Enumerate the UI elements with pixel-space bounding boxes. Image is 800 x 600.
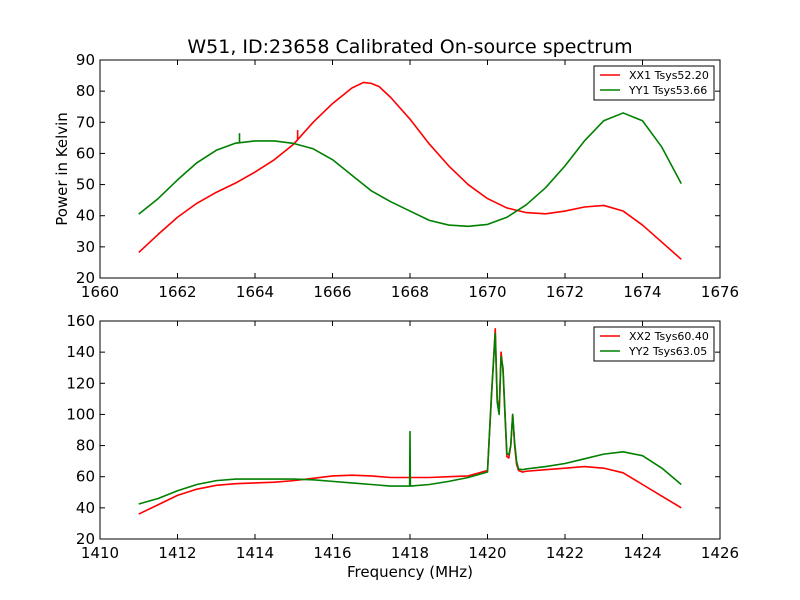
y-tick-label: 90 bbox=[76, 51, 95, 69]
x-tick-label: 1416 bbox=[313, 544, 351, 562]
x-tick-label: 1664 bbox=[236, 283, 274, 301]
x-tick-label: 1668 bbox=[391, 283, 429, 301]
y-tick-label: 20 bbox=[76, 269, 95, 287]
x-tick-label: 1418 bbox=[391, 544, 429, 562]
x-tick-label: 1676 bbox=[701, 283, 739, 301]
y-tick-label: 20 bbox=[76, 530, 95, 548]
chart-title: W51, ID:23658 Calibrated On-source spect… bbox=[187, 36, 632, 58]
series-line-yy2 bbox=[138, 332, 682, 505]
x-tick-label: 1426 bbox=[701, 544, 739, 562]
x-tick-label: 1670 bbox=[468, 283, 506, 301]
y-tick-label: 50 bbox=[76, 176, 95, 194]
plot-bottom: Frequency (MHz) 1410 1412 1414 1416 1418 1420… bbox=[66, 312, 739, 581]
legend-label: YY2 Tsys63.05 bbox=[628, 345, 707, 358]
y-tick-label: 160 bbox=[66, 312, 95, 330]
y-tick-label: 40 bbox=[76, 207, 95, 225]
y-axis-label: Power in Kelvin bbox=[53, 112, 71, 226]
x-tick-label: 1662 bbox=[158, 283, 196, 301]
x-tick-label: 1666 bbox=[313, 283, 351, 301]
x-tick-label: 1412 bbox=[158, 544, 196, 562]
x-tick-label: 1674 bbox=[623, 283, 661, 301]
series-line-yy1 bbox=[138, 112, 682, 228]
legend-label: XX2 Tsys60.40 bbox=[629, 330, 709, 343]
x-tick-label: 1420 bbox=[468, 544, 506, 562]
y-tick-label: 30 bbox=[76, 238, 95, 256]
y-tick-label: 40 bbox=[76, 499, 95, 517]
y-tick-label: 80 bbox=[76, 82, 95, 100]
series-line-xx1 bbox=[138, 81, 682, 260]
x-tick-label: 1672 bbox=[546, 283, 584, 301]
x-tick-label: 1414 bbox=[236, 544, 274, 562]
y-tick-label: 100 bbox=[66, 405, 95, 423]
x-axis-label: Frequency (MHz) bbox=[347, 563, 473, 581]
x-tick-label: 1660 bbox=[81, 283, 119, 301]
y-tick-label: 60 bbox=[76, 144, 95, 162]
legend-box bbox=[593, 326, 715, 362]
x-tick-label: 1410 bbox=[81, 544, 119, 562]
y-tick-label: 70 bbox=[76, 113, 95, 131]
x-tick-label: 1424 bbox=[623, 544, 661, 562]
y-tick-label: 60 bbox=[76, 468, 95, 486]
x-tick-label: 1422 bbox=[546, 544, 584, 562]
legend-box bbox=[593, 65, 715, 101]
legend-bottom: XX2 Tsys60.40 YY2 Tsys63.05 bbox=[593, 326, 715, 362]
y-tick-label: 120 bbox=[66, 374, 95, 392]
legend-label: XX1 Tsys52.20 bbox=[629, 69, 709, 82]
legend-top: XX1 Tsys52.20 YY1 Tsys53.66 bbox=[593, 65, 715, 101]
legend-label: YY1 Tsys53.66 bbox=[628, 84, 707, 97]
y-tick-label: 80 bbox=[76, 437, 95, 455]
plot-top: W51, ID:23658 Calibrated On-source spect… bbox=[53, 36, 739, 301]
y-tick-label: 140 bbox=[66, 343, 95, 361]
